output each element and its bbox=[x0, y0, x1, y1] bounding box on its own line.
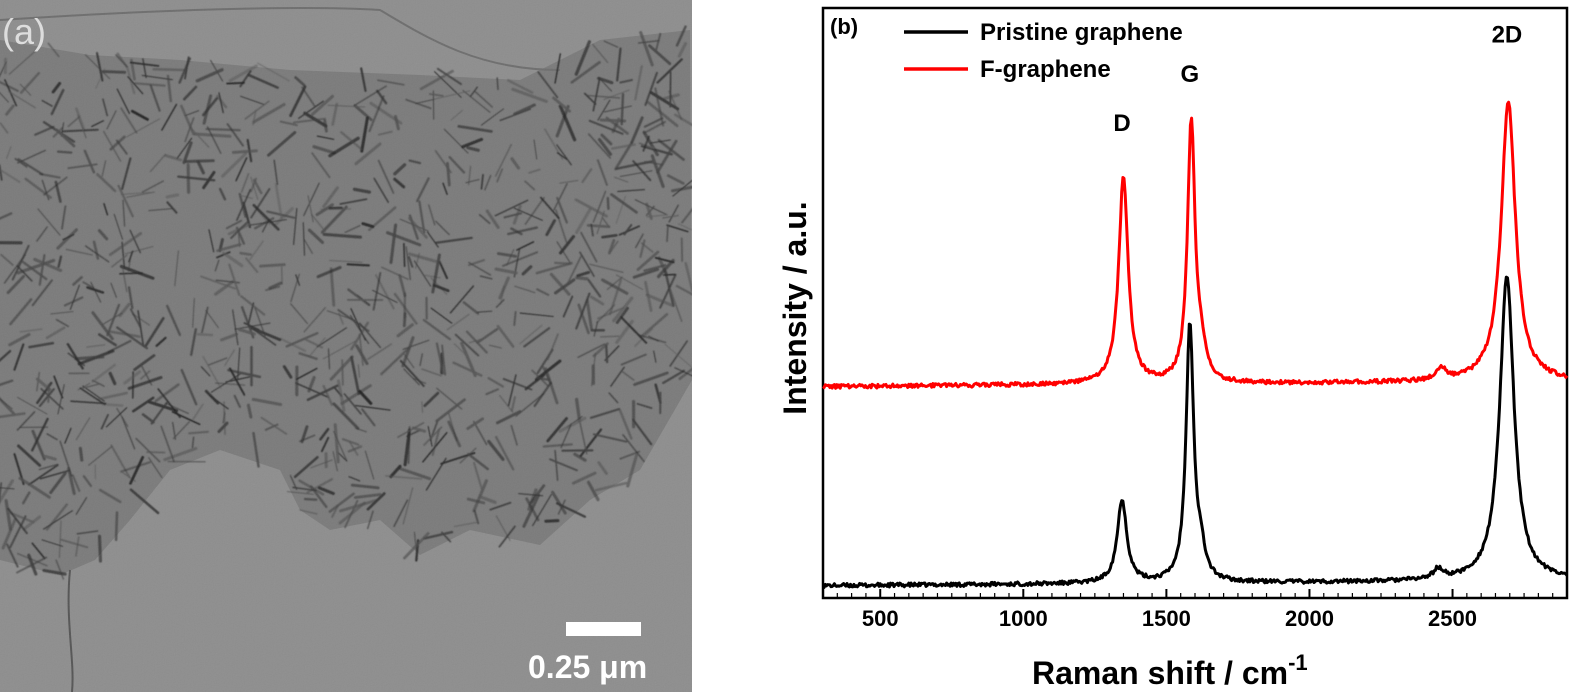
raman-chart-panel: 500 1000 1500 2000 2500 D G 2D (b) Pristine gr… bbox=[692, 0, 1571, 692]
series-line-pristine-graphene bbox=[822, 275, 1569, 589]
legend-label: Pristine graphene bbox=[980, 19, 1183, 46]
legend-label: F-graphene bbox=[980, 56, 1111, 83]
plot-frame bbox=[821, 6, 1569, 600]
raman-spectrum-chart: 500 1000 1500 2000 2500 D G 2D (b) Pristine gr… bbox=[777, 6, 1569, 691]
noise-overlay bbox=[0, 0, 692, 692]
panel-label-a: (a) bbox=[2, 11, 46, 52]
series-line-f-graphene bbox=[822, 100, 1569, 390]
series-lines bbox=[822, 100, 1569, 589]
scale-bar-label: 0.25 μm bbox=[528, 649, 647, 685]
x-axis-title-main: Raman shift / cm bbox=[1032, 655, 1288, 691]
scale-bar bbox=[566, 622, 641, 636]
x-tick-label: 1000 bbox=[999, 606, 1048, 631]
peak-label-d: D bbox=[1113, 110, 1130, 137]
x-axis-tick-labels: 500 1000 1500 2000 2500 bbox=[862, 606, 1477, 631]
panel-label-b: (b) bbox=[830, 14, 858, 39]
peak-label-2d: 2D bbox=[1492, 21, 1523, 48]
peak-label-g: G bbox=[1181, 61, 1200, 88]
tem-image-panel: (a) 0.25 μm bbox=[0, 0, 692, 692]
tem-micrograph: (a) 0.25 μm bbox=[0, 0, 692, 692]
peak-labels: D G 2D bbox=[1113, 21, 1522, 137]
x-tick-label: 2000 bbox=[1285, 606, 1334, 631]
y-axis-title: Intensity / a.u. bbox=[777, 201, 813, 414]
x-axis-ticks bbox=[836, 589, 1554, 598]
x-tick-label: 2500 bbox=[1428, 606, 1477, 631]
x-axis-title-superscript: -1 bbox=[1288, 650, 1308, 675]
legend: Pristine graphene F-graphene bbox=[904, 19, 1183, 83]
x-axis-title: Raman shift / cm-1 bbox=[1032, 650, 1308, 691]
x-tick-label: 500 bbox=[862, 606, 899, 631]
x-tick-label: 1500 bbox=[1142, 606, 1191, 631]
